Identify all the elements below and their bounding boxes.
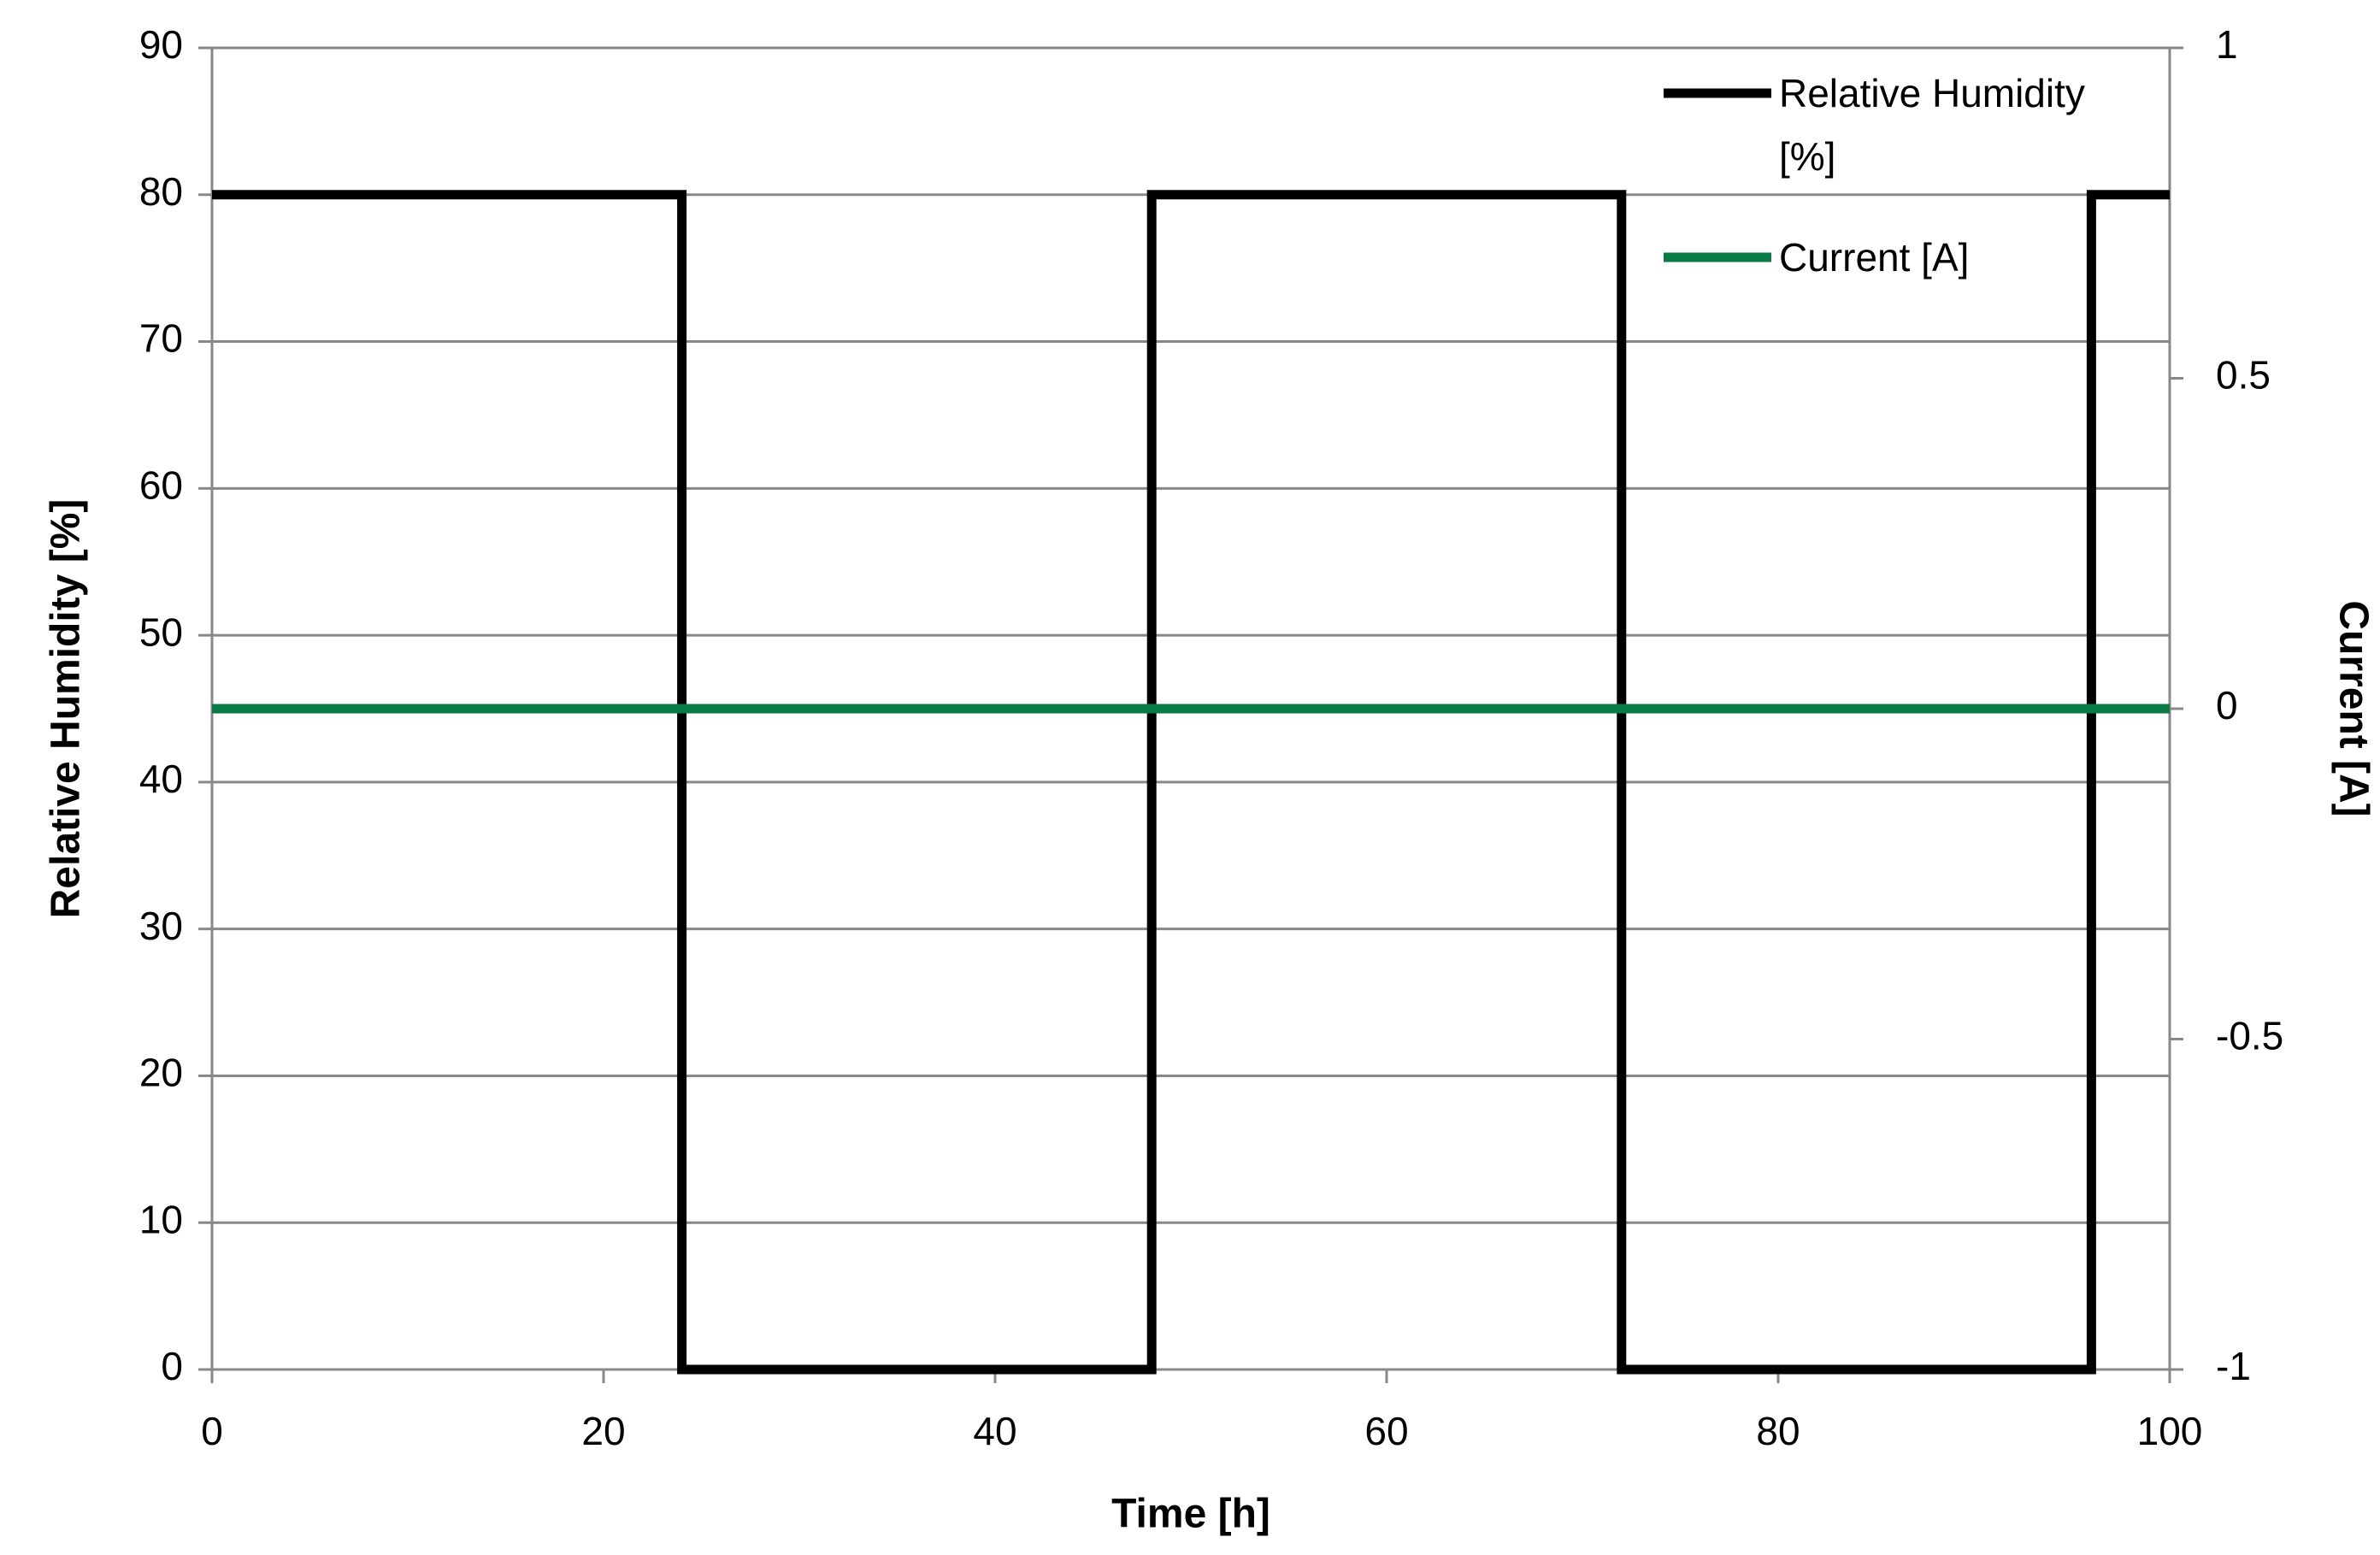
x-tick-label: 0 <box>201 1409 223 1453</box>
y-tick-label: 80 <box>139 169 183 214</box>
y2-tick-label: -1 <box>2216 1344 2251 1388</box>
x-tick-label: 60 <box>1364 1409 1408 1453</box>
y2-tick-label: 0 <box>2216 683 2238 727</box>
legend-label: Relative Humidity [%] <box>1779 71 2085 179</box>
y2-axis-title: Current [A] <box>2330 600 2376 816</box>
y-tick-label: 40 <box>139 757 183 801</box>
x-tick-label: 40 <box>973 1409 1016 1453</box>
y-tick-label: 70 <box>139 316 183 361</box>
x-tick-label: 100 <box>2137 1409 2203 1453</box>
x-axis-title: Time [h] <box>1111 1492 1270 1537</box>
y-tick-label: 10 <box>139 1197 183 1241</box>
legend-label: Current [A] <box>1779 235 1970 280</box>
y-axis-title: Relative Humidity [%] <box>44 499 89 919</box>
y2-tick-label: 0.5 <box>2216 353 2271 398</box>
y2-tick-label: -0.5 <box>2216 1014 2283 1058</box>
y-tick-label: 20 <box>139 1051 183 1095</box>
y-tick-label: 30 <box>139 904 183 948</box>
y2-tick-label: 1 <box>2216 22 2238 67</box>
x-tick-label: 20 <box>581 1409 625 1453</box>
series-line <box>212 190 2170 1375</box>
y-tick-label: 90 <box>139 22 183 67</box>
y-tick-label: 50 <box>139 610 183 654</box>
y-tick-label: 60 <box>139 462 183 507</box>
x-tick-label: 80 <box>1756 1409 1800 1453</box>
y-tick-label: 0 <box>161 1344 183 1388</box>
